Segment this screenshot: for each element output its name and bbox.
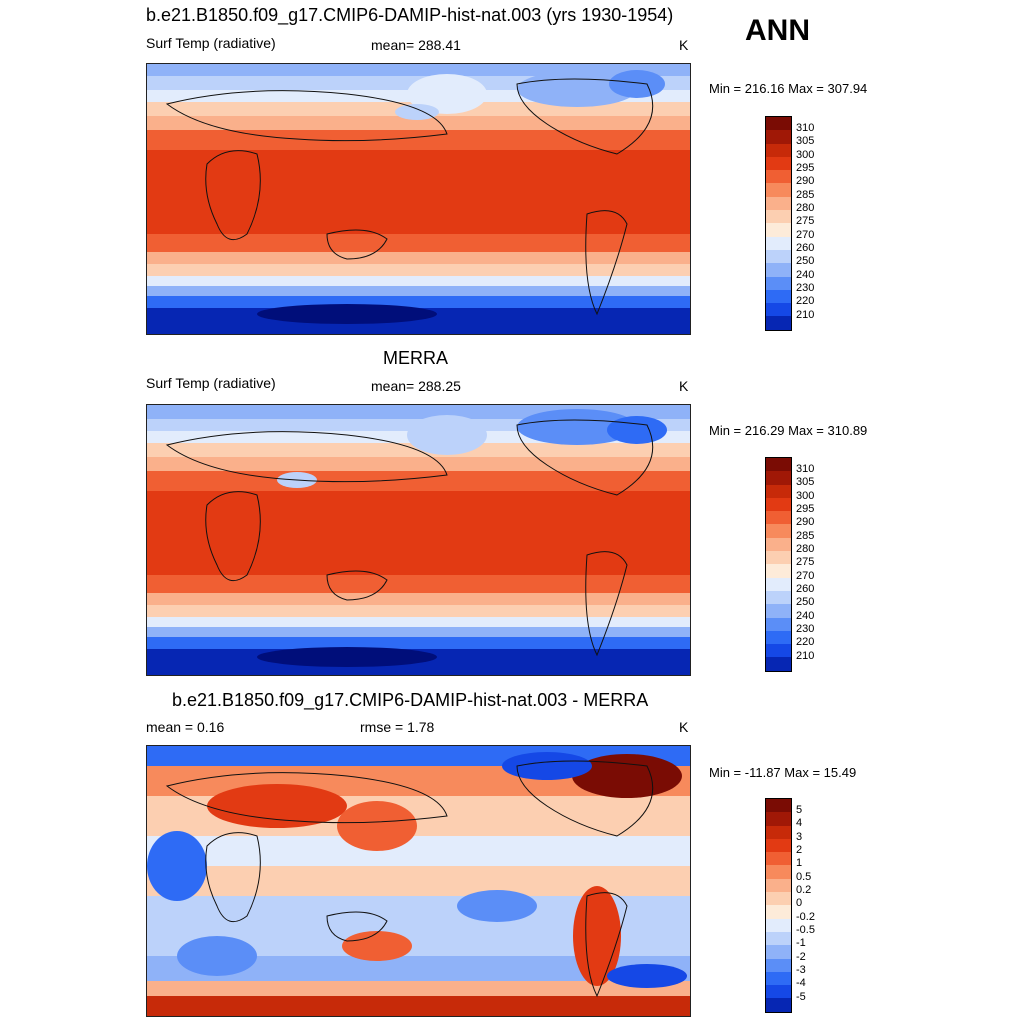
panel2-title: MERRA (383, 348, 449, 368)
panel1-units: K (679, 37, 689, 53)
colorbar-tick: 295 (796, 503, 815, 515)
panel2-colorbar (765, 457, 792, 672)
colorbar-tick: 2 (796, 844, 803, 856)
colorbar-tick: 230 (796, 623, 815, 635)
colorbar-tick: 260 (796, 242, 815, 254)
colorbar-tick: 210 (796, 650, 815, 662)
colorbar-tick: 1 (796, 857, 803, 869)
colorbar-tick: 220 (796, 636, 815, 648)
panel1-model-map (146, 63, 691, 335)
colorbar-tick: 280 (796, 543, 815, 555)
colorbar-tick: 300 (796, 490, 815, 502)
colorbar-tick: 280 (796, 202, 815, 214)
colorbar-tick: -0.5 (796, 924, 815, 936)
colorbar-tick: -3 (796, 964, 806, 976)
colorbar-tick: -1 (796, 937, 806, 949)
panel3-colorbar (765, 798, 792, 1013)
panel2-mean-label: mean= 288.25 (371, 378, 461, 394)
colorbar-tick: 0.5 (796, 871, 812, 883)
colorbar-tick: 260 (796, 583, 815, 595)
colorbar-tick: 240 (796, 269, 815, 281)
colorbar-tick: 210 (796, 309, 815, 321)
colorbar-tick: -5 (796, 991, 806, 1003)
colorbar-tick: 250 (796, 255, 815, 267)
colorbar-tick: 240 (796, 610, 815, 622)
panel1-variable-label: Surf Temp (radiative) (146, 35, 276, 51)
panel2-minmax: Min = 216.29 Max = 310.89 (709, 423, 868, 438)
colorbar-tick: 295 (796, 162, 815, 174)
panel2-obs-map (146, 404, 691, 676)
colorbar-tick: -2 (796, 951, 806, 963)
colorbar-tick: 300 (796, 149, 815, 161)
panel3-difference-map (146, 745, 691, 1017)
panel1-minmax: Min = 216.16 Max = 307.94 (709, 81, 868, 96)
season-label: ANN (745, 14, 810, 47)
colorbar-tick: 220 (796, 295, 815, 307)
panel1-mean-label: mean= 288.41 (371, 37, 461, 53)
colorbar-tick: -4 (796, 977, 806, 989)
panel3-title: b.e21.B1850.f09_g17.CMIP6-DAMIP-hist-nat… (172, 690, 649, 710)
colorbar-tick: 310 (796, 122, 815, 134)
panel1-title: b.e21.B1850.f09_g17.CMIP6-DAMIP-hist-nat… (146, 5, 674, 25)
colorbar-tick: 270 (796, 229, 815, 241)
colorbar-tick: 4 (796, 817, 803, 829)
panel2-units: K (679, 378, 689, 394)
panel3-minmax: Min = -11.87 Max = 15.49 (709, 765, 857, 780)
panel3-units: K (679, 719, 689, 735)
colorbar-tick: 285 (796, 530, 815, 542)
colorbar-tick: 5 (796, 804, 803, 816)
panel2-variable-label: Surf Temp (radiative) (146, 375, 276, 391)
panel1-colorbar (765, 116, 792, 331)
colorbar-tick: 305 (796, 135, 815, 147)
colorbar-tick: 290 (796, 516, 815, 528)
colorbar-tick: 0.2 (796, 884, 812, 896)
colorbar-tick: 290 (796, 175, 815, 187)
colorbar-tick: 285 (796, 189, 815, 201)
colorbar-tick: 305 (796, 476, 815, 488)
panel3-rmse-label: rmse = 1.78 (360, 719, 435, 735)
colorbar-tick: 0 (796, 897, 803, 909)
colorbar-tick: 250 (796, 596, 815, 608)
panel3-mean-label: mean = 0.16 (146, 719, 225, 735)
colorbar-tick: 230 (796, 282, 815, 294)
colorbar-tick: 3 (796, 831, 803, 843)
colorbar-tick: -0.2 (796, 911, 815, 923)
colorbar-tick: 275 (796, 215, 815, 227)
colorbar-tick: 275 (796, 556, 815, 568)
colorbar-tick: 270 (796, 570, 815, 582)
colorbar-tick: 310 (796, 463, 815, 475)
